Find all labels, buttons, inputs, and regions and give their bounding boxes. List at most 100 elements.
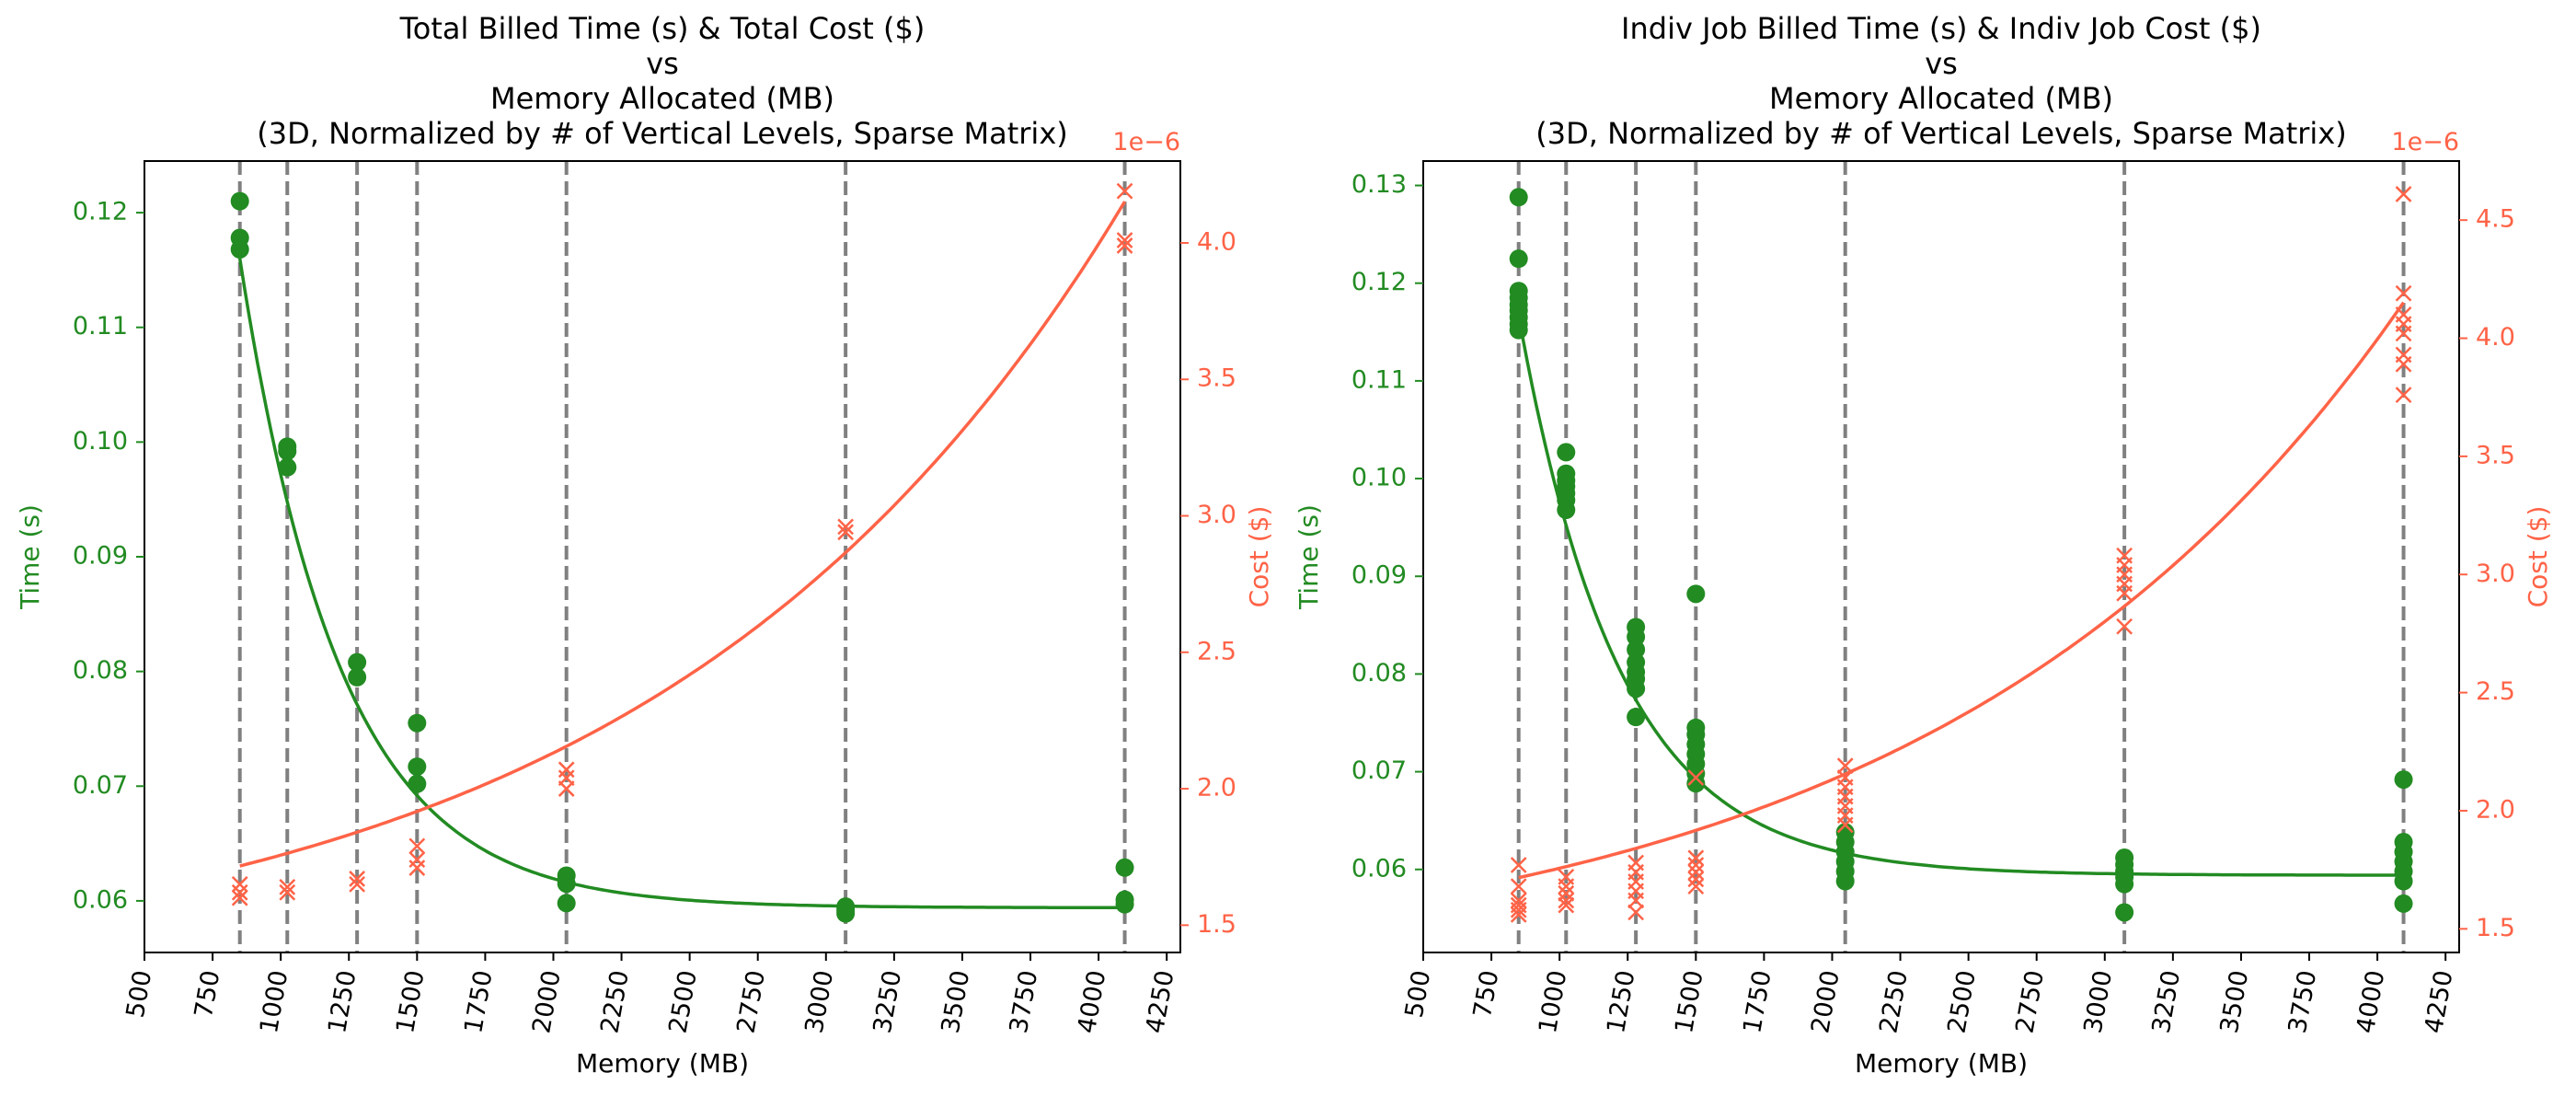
cost-point: [2395, 325, 2412, 342]
x-tick-label: 1250: [1602, 968, 1640, 1035]
time-point: [557, 894, 576, 913]
y2-tick-label: 2.5: [1197, 637, 1236, 665]
cost-point: [1687, 871, 1705, 888]
cost-point: [408, 860, 426, 876]
x-tick-label: 500: [1400, 968, 1436, 1020]
cost-point: [558, 780, 575, 797]
time-point: [1509, 249, 1528, 269]
right-chart-panel: Indiv Job Billed Time (s) & Indiv Job Co…: [1294, 11, 2553, 1079]
cost-point-stroke: [837, 518, 855, 536]
cost-point: [231, 889, 248, 906]
plot-frame: [1422, 160, 2460, 953]
time-point: [1627, 640, 1646, 659]
cost-point: [1627, 904, 1645, 921]
cost-point-stroke: [1836, 757, 1854, 775]
cost-point: [837, 518, 855, 536]
x-tick-label: 4250: [1141, 968, 1179, 1035]
cost-point: [837, 524, 855, 541]
x-tick-label: 2250: [595, 968, 634, 1035]
cost-point-stroke: [279, 878, 296, 895]
time-fit-curve: [237, 258, 1125, 910]
y2-tick-label: 2.0: [2476, 795, 2515, 824]
cost-fit-curve: [1518, 301, 2406, 880]
cost-point: [2116, 617, 2133, 635]
y2-tick-label: 2.5: [2476, 677, 2515, 706]
x-tick-label: 1000: [255, 968, 293, 1035]
time-point: [1627, 708, 1646, 727]
cost-point: [1116, 232, 1133, 248]
cost-point: [1558, 896, 1575, 914]
time-point: [2115, 903, 2134, 922]
cost-point-stroke: [1558, 884, 1575, 902]
cost-point-stroke: [558, 761, 575, 779]
cost-point-stroke: [837, 524, 855, 541]
cost-point-stroke: [1116, 237, 1133, 254]
cost-point: [279, 883, 296, 901]
cost-point-stroke: [1510, 901, 1527, 918]
cost-point-stroke: [408, 860, 426, 876]
cost-point: [349, 875, 366, 893]
time-point: [1115, 894, 1134, 914]
cost-point: [1687, 769, 1705, 786]
cost-point-stroke: [1510, 878, 1527, 895]
time-point: [408, 774, 427, 793]
y-tick-label: 0.10: [1351, 464, 1407, 492]
cost-point-stroke: [1687, 878, 1705, 895]
cost-point: [1558, 884, 1575, 902]
cost-point-stroke: [1687, 857, 1705, 873]
time-point: [1509, 320, 1528, 340]
time-point: [2394, 894, 2413, 913]
x-tick-label: 3250: [868, 968, 907, 1035]
cost-point-stroke: [408, 837, 426, 855]
cost-point-stroke: [1687, 769, 1705, 786]
time-point: [230, 191, 249, 211]
y-tick-label: 0.08: [1351, 659, 1407, 687]
y2-offset-label: 1e−6: [2391, 128, 2459, 156]
x-tick-label: 3500: [2215, 968, 2254, 1035]
cost-point-stroke: [1687, 871, 1705, 888]
cost-point-stroke: [2116, 584, 2133, 602]
cost-point: [1116, 182, 1133, 200]
cost-point: [1558, 892, 1575, 909]
cost-point-stroke: [1116, 182, 1133, 200]
cost-point: [558, 761, 575, 779]
y-tick-label: 0.06: [1351, 854, 1407, 883]
cost-point: [2395, 355, 2412, 373]
cost-point: [1687, 857, 1705, 873]
cost-point: [1627, 892, 1645, 909]
cost-point-stroke: [558, 780, 575, 797]
cost-point-stroke: [1510, 857, 1527, 873]
y-tick-label: 0.11: [1351, 365, 1407, 394]
cost-point: [2395, 387, 2412, 404]
time-point: [1115, 858, 1134, 877]
time-point: [1835, 871, 1855, 891]
time-point: [1686, 774, 1706, 793]
cost-point-stroke: [231, 883, 248, 901]
cost-point: [349, 871, 366, 887]
cost-point-stroke: [231, 875, 248, 893]
cost-point: [1836, 816, 1854, 834]
time-fit-curve: [1516, 315, 2404, 877]
time-point: [1627, 628, 1646, 647]
cost-point: [1510, 906, 1527, 923]
cost-point: [1836, 757, 1854, 775]
cost-point-stroke: [1558, 896, 1575, 914]
cost-point-stroke: [2395, 325, 2412, 342]
time-point: [1686, 584, 1706, 604]
time-point: [2394, 770, 2413, 790]
x-tick-label: 1500: [391, 968, 430, 1035]
time-point: [408, 713, 427, 733]
y2-offset-label: 1e−6: [1112, 128, 1180, 156]
y-tick-label: 0.07: [73, 771, 128, 800]
x-tick-label: 1250: [323, 968, 362, 1035]
cost-point-stroke: [231, 889, 248, 906]
x-tick-label: 2500: [663, 968, 702, 1035]
y2-tick-label: 3.5: [1197, 364, 1236, 393]
time-point: [230, 239, 249, 259]
chart-title-line: Indiv Job Billed Time (s) & Indiv Job Co…: [1621, 11, 2261, 46]
left-chart-panel: Total Billed Time (s) & Total Cost ($)vs…: [15, 11, 1274, 1079]
cost-point-stroke: [1836, 816, 1854, 834]
x-tick-label: 1750: [459, 968, 498, 1035]
time-point: [348, 667, 367, 687]
